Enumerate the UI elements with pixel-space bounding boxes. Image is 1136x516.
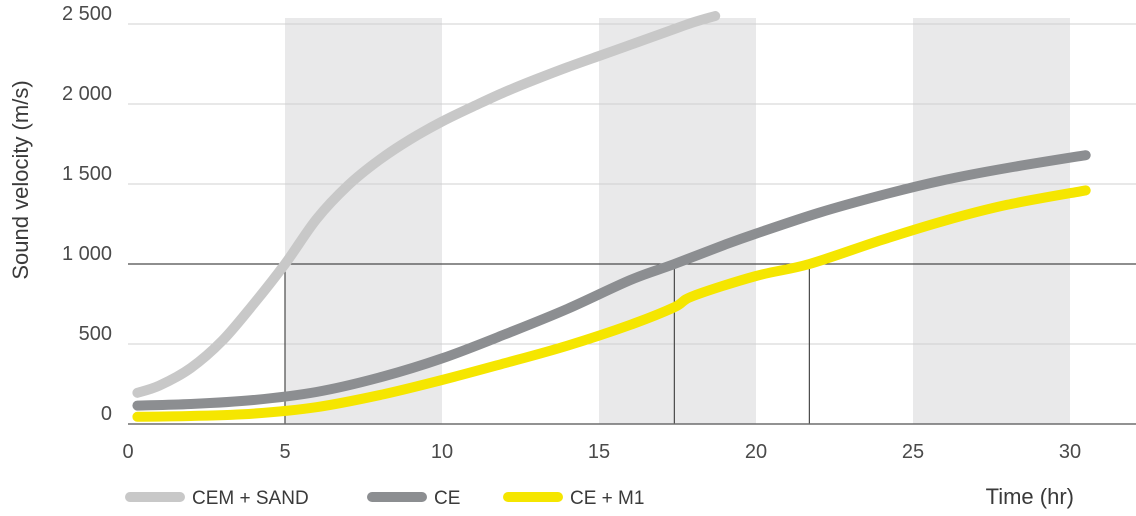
shaded-band-1 (599, 18, 756, 424)
y-tick-labels: 0 500 1 000 1 500 2 000 2 500 (62, 3, 112, 425)
y-axis-title: Sound velocity (m/s) (8, 80, 33, 279)
x-tick-label: 30 (1059, 441, 1081, 463)
x-tick-label: 15 (588, 441, 610, 463)
y-tick-label: 1 500 (62, 163, 112, 185)
legend-label: CEM + SAND (192, 488, 309, 509)
series-line-ce-m1 (132, 185, 1091, 422)
y-tick-label: 500 (79, 323, 112, 345)
legend-label: CE + M1 (570, 488, 644, 509)
series-line-ce (132, 150, 1091, 411)
series-lines (132, 11, 1091, 422)
legend: CEM + SAND CE CE + M1 (125, 488, 644, 509)
grid-lines (128, 23, 1136, 345)
series-line-cem-sand (132, 11, 721, 398)
y-tick-label: 2 000 (62, 83, 112, 105)
legend-label: CE (434, 488, 460, 509)
x-tick-label: 0 (122, 441, 133, 463)
y-tick-label: 2 500 (62, 3, 112, 25)
x-tick-label: 10 (431, 441, 453, 463)
x-tick-label: 25 (902, 441, 924, 463)
x-axis-title: Time (hr) (986, 484, 1074, 509)
x-tick-labels: 0 5 10 15 20 25 30 (122, 441, 1081, 463)
x-tick-label: 5 (279, 441, 290, 463)
y-tick-label: 1 000 (62, 243, 112, 265)
x-tick-label: 20 (745, 441, 767, 463)
shaded-bands (285, 18, 1070, 424)
y-tick-label: 0 (101, 403, 112, 425)
